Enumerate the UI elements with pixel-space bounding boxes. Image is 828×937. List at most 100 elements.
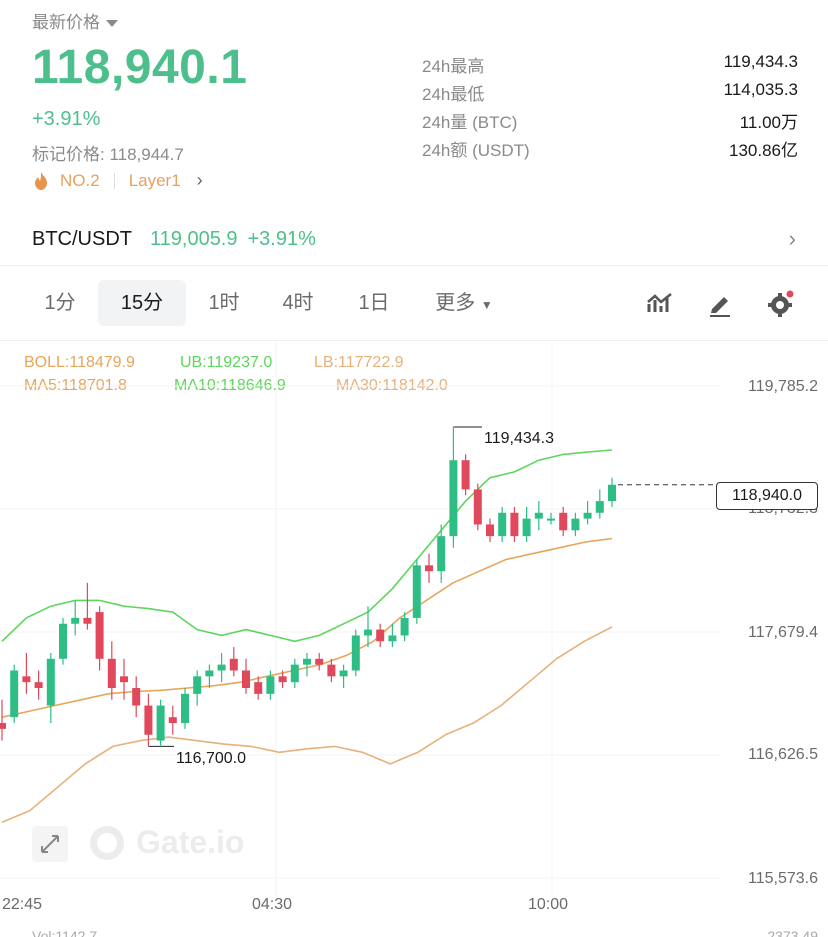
candle-body <box>498 512 507 537</box>
caret-down-icon: ▼ <box>480 298 493 312</box>
candle-body <box>400 617 409 636</box>
candle-body <box>425 565 433 572</box>
watermark-text: Gate.io <box>136 824 245 860</box>
tab-4h[interactable]: 4时 <box>282 292 314 314</box>
tab-more-label: 更多 <box>435 292 476 314</box>
candle-body <box>290 664 299 683</box>
kline-chart[interactable] <box>0 342 828 937</box>
candle-body <box>559 512 568 531</box>
candle-body <box>449 460 458 537</box>
candle-body <box>266 676 275 694</box>
candles <box>0 426 616 747</box>
candle-body <box>95 612 104 659</box>
watermark: Gate.io <box>90 824 244 861</box>
ub-line <box>1 449 613 643</box>
stat-value: 11.00万 <box>739 113 798 132</box>
candle-body <box>327 664 336 677</box>
low-annotation: 116,700.0 <box>176 750 246 767</box>
x-tick: 10:00 <box>528 896 569 913</box>
stat-value: 119,434.3 <box>723 52 798 71</box>
candle-body <box>595 501 604 513</box>
expand-fullscreen-icon[interactable] <box>32 826 68 862</box>
candle-body <box>83 617 92 624</box>
candle-body <box>339 670 348 677</box>
candle-body <box>0 723 6 729</box>
stat-low: 24h最低 114,035.3 <box>422 80 798 105</box>
candle-body <box>303 658 311 665</box>
candle-body <box>412 565 421 618</box>
stat-label: 24h额 (USDT) <box>422 141 530 160</box>
boll-mid-line <box>1 537 613 718</box>
rank-tag: NO.2 <box>60 170 100 190</box>
candle-body <box>10 670 19 718</box>
caret-down-icon <box>106 20 118 28</box>
tab-15m[interactable]: 15分 <box>98 280 186 326</box>
volume-label: Vol:1142.7 <box>32 928 98 937</box>
pair-name: BTC/USDT <box>32 227 132 250</box>
gate-logo-icon <box>90 825 124 860</box>
last-price-label: 118,940.0 <box>716 482 818 510</box>
candle-body <box>522 518 531 537</box>
candle-body <box>254 682 263 694</box>
chevron-right-icon[interactable]: › <box>788 226 796 251</box>
spot-pair-row[interactable]: BTC/USDT 119,005.9 +3.91% › <box>32 226 796 252</box>
pair-price: 119,005.9 <box>150 227 238 250</box>
candle-body <box>144 705 153 735</box>
stat-value: 130.86亿 <box>729 141 798 160</box>
candle-body <box>107 658 116 689</box>
x-tick: 04:30 <box>252 896 293 913</box>
timeframe-tabs: 1分 15分 1时 4时 1日 更多 ▼ <box>0 280 828 326</box>
y-tick: 117,679.4 <box>748 624 818 641</box>
divider <box>113 172 115 189</box>
category-tag: Layer1 <box>128 170 181 190</box>
candle-body <box>510 512 519 537</box>
pair-change: +3.91% <box>247 227 316 250</box>
divider <box>0 265 828 266</box>
candle-body <box>132 688 141 706</box>
stat-high: 24h最高 119,434.3 <box>422 52 798 77</box>
volume-axis-value: 2373.49 <box>767 928 818 937</box>
candle-body <box>437 536 446 572</box>
candle-body <box>156 705 165 741</box>
chart-grid <box>0 342 720 897</box>
candle-body <box>278 676 287 683</box>
candle-body <box>205 670 214 677</box>
candle-body <box>181 693 189 724</box>
candle-body <box>22 676 31 683</box>
flame-icon <box>35 171 47 190</box>
tab-more[interactable]: 更多 ▼ <box>424 280 504 326</box>
candle-body <box>351 635 360 671</box>
latest-price: 118,940.1 <box>32 41 248 94</box>
x-tick: 22:45 <box>2 896 43 913</box>
candle-body <box>547 518 555 521</box>
candle-body <box>34 682 43 689</box>
draw-pencil-icon[interactable] <box>706 290 734 318</box>
y-tick: 116,626.5 <box>748 746 818 763</box>
candle-body <box>461 460 470 490</box>
candle-body <box>583 512 592 519</box>
indicator-chart-icon[interactable] <box>646 290 674 318</box>
lb-value: LB:117722.9 <box>314 354 404 371</box>
candle-body <box>217 664 226 671</box>
candle-body <box>534 512 543 519</box>
candle-body <box>229 658 238 671</box>
candle-body <box>473 489 482 525</box>
tab-1m[interactable]: 1分 <box>44 292 76 314</box>
candle-body <box>608 484 616 502</box>
candle-body <box>315 658 324 665</box>
stat-label: 24h量 (BTC) <box>422 113 518 132</box>
mark-price: 标记价格: 118,944.7 <box>32 145 184 164</box>
settings-gear-icon[interactable] <box>766 290 794 318</box>
tab-1h[interactable]: 1时 <box>208 292 240 314</box>
stat-volume: 24h量 (BTC) 11.00万 <box>422 108 798 133</box>
tag-row[interactable]: NO.2 Layer1 › <box>32 170 203 191</box>
divider <box>0 340 828 341</box>
chevron-right-icon[interactable]: › <box>196 170 203 190</box>
candle-body <box>376 629 385 642</box>
tab-1d[interactable]: 1日 <box>358 292 390 314</box>
stat-label: 24h最低 <box>422 85 485 104</box>
stat-label: 24h最高 <box>422 57 485 76</box>
latest-price-label[interactable]: 最新价格 <box>32 8 118 33</box>
candle-body <box>59 623 67 659</box>
candle-body <box>364 629 372 636</box>
